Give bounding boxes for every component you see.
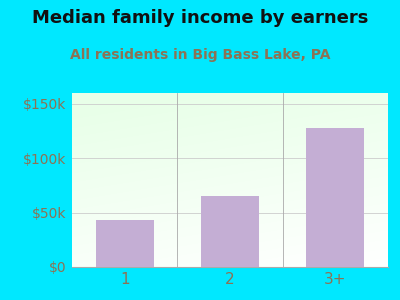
Bar <box>201 196 259 267</box>
Text: Median family income by earners: Median family income by earners <box>32 9 368 27</box>
Bar <box>96 220 154 267</box>
Text: All residents in Big Bass Lake, PA: All residents in Big Bass Lake, PA <box>70 48 330 62</box>
Bar <box>306 128 364 267</box>
